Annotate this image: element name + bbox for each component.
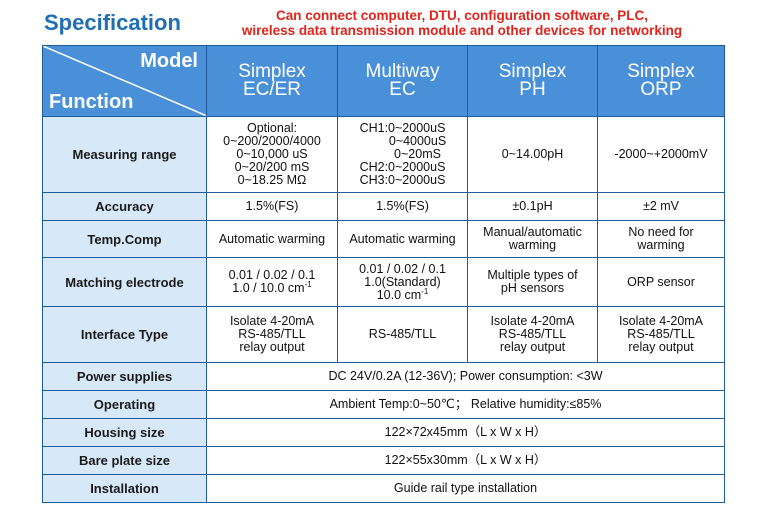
row-label: Accuracy xyxy=(42,192,207,221)
model-function-corner: Model Function xyxy=(42,45,207,117)
row-bare-plate-size: Bare plate size 122×55x30mm（L x W x H） xyxy=(42,446,725,475)
cell-temp-multiway: Automatic warming xyxy=(337,220,468,258)
cell-interface-ph: Isolate 4-20mA RS-485/TLL relay output xyxy=(467,306,598,363)
cell-electrode-ph: Multiple types of pH sensors xyxy=(467,257,598,307)
cell-electrode-multiway: 0.01 / 0.02 / 0.1 1.0(Standard) 10.0 cm-… xyxy=(337,257,468,307)
function-label: Function xyxy=(49,91,134,113)
cell-temp-ph: Manual/automatic warming xyxy=(467,220,598,258)
row-measuring-range: Measuring range Optional: 0~200/2000/400… xyxy=(42,116,725,193)
row-power-supplies: Power supplies DC 24V/0.2A (12-36V); Pow… xyxy=(42,362,725,391)
note-line-2: wireless data transmission module and ot… xyxy=(241,23,683,38)
cell-temp-ec-er: Automatic warming xyxy=(206,220,338,258)
cell-interface-multiway: RS-485/TLL xyxy=(337,306,468,363)
cell-power: DC 24V/0.2A (12-36V); Power consumption:… xyxy=(206,362,725,391)
cell-range-orp: -2000~+2000mV xyxy=(597,116,725,193)
header-row: Model Function Simplex EC/ER Multiway EC S… xyxy=(42,45,725,117)
model-simplex-ec-er: Simplex EC/ER xyxy=(206,45,338,117)
cell-accuracy-ec-er: 1.5%(FS) xyxy=(206,192,338,221)
cell-accuracy-orp: ±2 mV xyxy=(597,192,725,221)
model-simplex-ph: Simplex PH xyxy=(467,45,598,117)
corner-diagonal xyxy=(43,46,206,116)
row-matching-electrode: Matching electrode 0.01 / 0.02 / 0.1 1.0… xyxy=(42,257,725,307)
model-label: Model xyxy=(140,50,198,72)
row-label: Power supplies xyxy=(42,362,207,391)
cell-housing: 122×72x45mm（L x W x H） xyxy=(206,418,725,447)
row-label: Operating xyxy=(42,390,207,419)
cell-bare-plate: 122×55x30mm（L x W x H） xyxy=(206,446,725,475)
model-multiway-ec: Multiway EC xyxy=(337,45,468,117)
row-label: Interface Type xyxy=(42,306,207,363)
row-label: Housing size xyxy=(42,418,207,447)
cell-temp-orp: No need for warming xyxy=(597,220,725,258)
row-label: Temp.Comp xyxy=(42,220,207,258)
networking-note: Can connect computer, DTU, configuration… xyxy=(212,8,712,38)
cell-range-multiway: CH1:0~2000uS 0~4000uS 0~20mS CH2:0~2000u… xyxy=(337,116,468,193)
row-temp-comp: Temp.Comp Automatic warming Automatic wa… xyxy=(42,220,725,258)
cell-accuracy-ph: ±0.1pH xyxy=(467,192,598,221)
page-title: Specification xyxy=(44,10,181,35)
cell-electrode-ec-er: 0.01 / 0.02 / 0.1 1.0 / 10.0 cm-1 xyxy=(206,257,338,307)
note-line-1: Can connect computer, DTU, configuration… xyxy=(275,8,649,23)
cell-electrode-orp: ORP sensor xyxy=(597,257,725,307)
row-label: Matching electrode xyxy=(42,257,207,307)
cell-range-ph: 0~14.00pH xyxy=(467,116,598,193)
row-interface-type: Interface Type Isolate 4-20mA RS-485/TLL r… xyxy=(42,306,725,363)
row-label: Measuring range xyxy=(42,116,207,193)
cell-accuracy-multiway: 1.5%(FS) xyxy=(337,192,468,221)
cell-interface-ec-er: Isolate 4-20mA RS-485/TLL relay output xyxy=(206,306,338,363)
row-installation: Installation Guide rail type installatio… xyxy=(42,474,725,503)
row-label: Installation xyxy=(42,474,207,503)
model-simplex-orp: Simplex ORP xyxy=(597,45,725,117)
specification-table: Model Function Simplex EC/ER Multiway EC S… xyxy=(42,45,725,503)
row-operating: Operating Ambient Temp:0~50℃； Relative h… xyxy=(42,390,725,419)
cell-operating: Ambient Temp:0~50℃； Relative humidity:≤8… xyxy=(206,390,725,419)
cell-interface-orp: Isolate 4-20mA RS-485/TLL relay output xyxy=(597,306,725,363)
cell-range-ec-er: Optional: 0~200/2000/4000 0~10,000 uS 0~… xyxy=(206,116,338,193)
row-accuracy: Accuracy 1.5%(FS) 1.5%(FS) ±0.1pH ±2 mV xyxy=(42,192,725,221)
cell-installation: Guide rail type installation xyxy=(206,474,725,503)
row-label: Bare plate size xyxy=(42,446,207,475)
row-housing-size: Housing size 122×72x45mm（L x W x H） xyxy=(42,418,725,447)
